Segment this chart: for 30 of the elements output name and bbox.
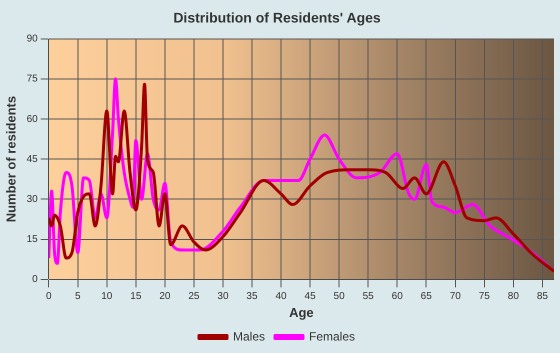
x-tick-label: 65 — [420, 291, 432, 302]
x-tick-label: 70 — [450, 291, 462, 302]
legend-label: Males — [232, 329, 266, 344]
y-tick-label: 90 — [26, 34, 38, 45]
x-tick-label: 5 — [74, 291, 81, 302]
x-tick-label: 20 — [159, 291, 171, 302]
x-tick-label: 35 — [246, 291, 258, 302]
x-tick-label: 75 — [478, 291, 490, 302]
y-axis-title: Number of residents — [3, 96, 18, 222]
x-tick-label: 25 — [188, 291, 200, 302]
x-tick-label: 0 — [46, 291, 52, 302]
x-tick-label: 80 — [508, 291, 520, 302]
x-tick-label: 10 — [101, 291, 113, 302]
x-tick-label: 50 — [334, 291, 346, 302]
y-tick-label: 60 — [26, 114, 38, 125]
y-tick-label: 30 — [26, 194, 38, 205]
x-tick-label: 85 — [536, 291, 548, 302]
y-tick-label: 15 — [26, 234, 38, 246]
x-tick-label: 60 — [392, 291, 404, 302]
x-tick-label: 15 — [130, 291, 142, 302]
y-tick-label: 75 — [26, 74, 38, 85]
x-tick-label: 55 — [362, 291, 374, 302]
y-tick-label: 45 — [26, 154, 38, 165]
legend-label: Females — [309, 329, 356, 344]
x-tick-label: 40 — [275, 291, 288, 302]
x-axis-title: Age — [289, 304, 314, 320]
y-tick-label: 0 — [32, 274, 38, 286]
x-tick-label: 45 — [304, 291, 316, 302]
x-tick-label: 30 — [217, 291, 229, 302]
chart-title: Distribution of Residents' Ages — [173, 9, 381, 26]
